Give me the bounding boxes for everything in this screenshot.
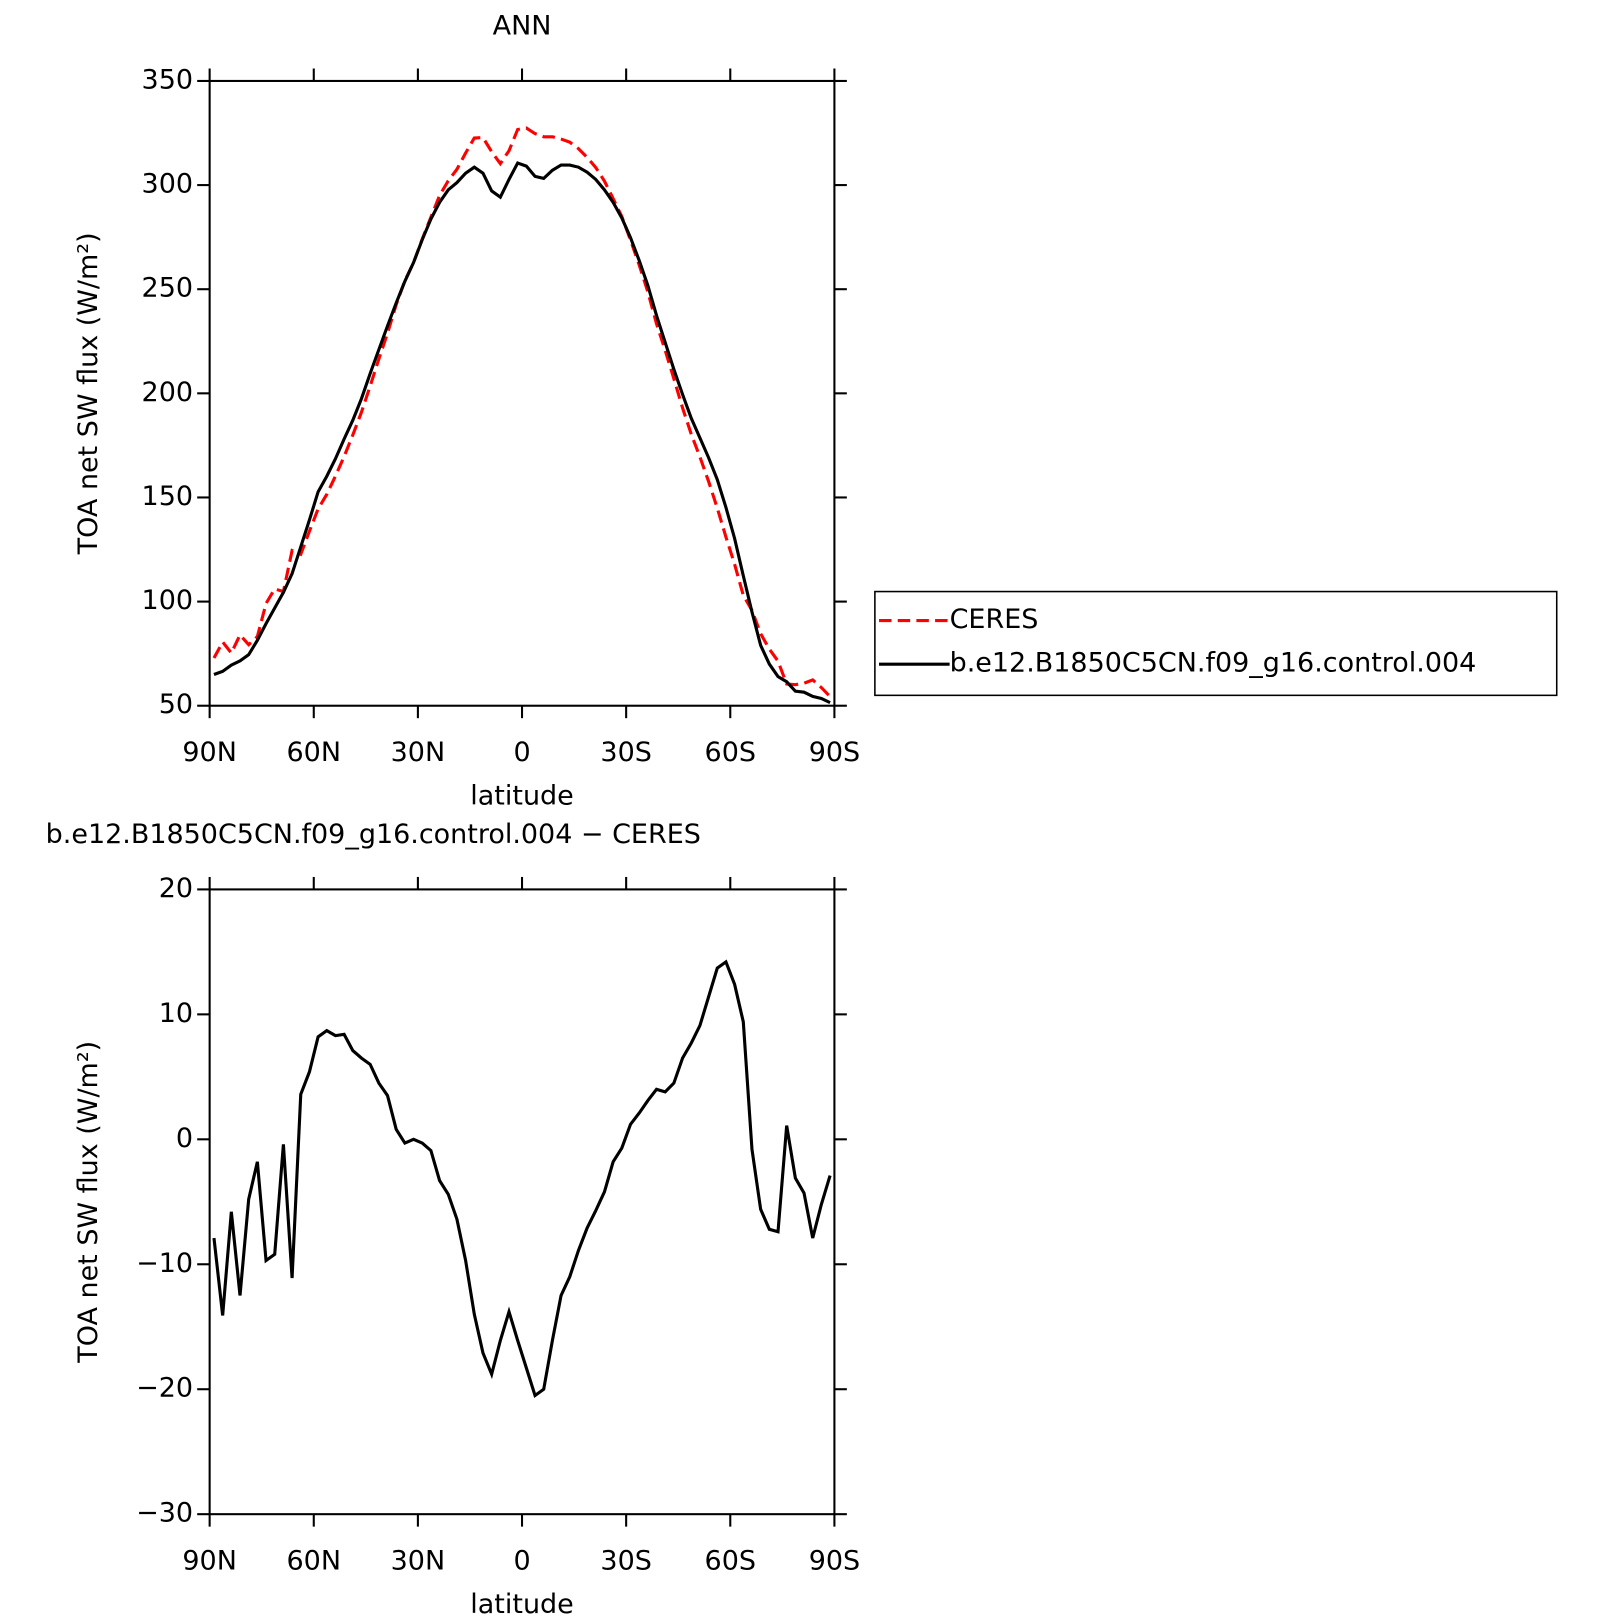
x-tick-label: 60S	[705, 737, 756, 768]
y-tick-label: −20	[136, 1373, 193, 1404]
plot-frame	[208, 888, 836, 1516]
y-tick-label: 10	[159, 998, 193, 1029]
y-tick-label: 50	[159, 689, 193, 720]
y-tick-label: 100	[142, 585, 193, 616]
y-axis-label: TOA net SW flux (W/m²)	[73, 1041, 104, 1364]
chart-title: b.e12.B1850C5CN.f09_g16.control.004 − CE…	[46, 819, 701, 850]
y-axis-label: TOA net SW flux (W/m²)	[73, 232, 104, 555]
x-tick-label: 0	[513, 737, 530, 768]
y-tick-label: 200	[142, 377, 193, 408]
y-tick-label: 150	[142, 481, 193, 512]
x-tick-label: 30N	[391, 737, 445, 768]
x-tick-label: 90S	[809, 737, 860, 768]
y-tick-label: −30	[136, 1498, 193, 1529]
y-tick-label: 250	[142, 273, 193, 304]
x-tick-label: 90N	[182, 1545, 237, 1576]
y-tick-label: 350	[142, 64, 193, 95]
x-tick-label: 30S	[600, 1545, 651, 1576]
chart-title: ANN	[493, 10, 552, 41]
data-line	[213, 161, 831, 704]
legend-box	[874, 590, 1558, 697]
x-axis-label: latitude	[470, 1589, 573, 1619]
data-line	[212, 959, 832, 1398]
x-axis-label: latitude	[470, 781, 573, 812]
x-tick-label: 60N	[287, 737, 342, 768]
x-tick-label: 90S	[809, 1545, 860, 1576]
x-tick-label: 0	[513, 1545, 530, 1576]
x-tick-label: 30N	[391, 1545, 445, 1576]
data-line	[212, 126, 832, 698]
y-tick-label: 300	[142, 169, 193, 200]
x-tick-label: 30S	[600, 737, 651, 768]
x-tick-label: 60S	[705, 1545, 756, 1576]
y-tick-label: −10	[136, 1248, 193, 1279]
y-tick-label: 0	[176, 1123, 193, 1154]
legend-label: b.e12.B1850C5CN.f09_g16.control.004	[950, 648, 1477, 679]
legend-label: CERES	[950, 604, 1039, 635]
x-tick-label: 90N	[182, 737, 237, 768]
x-tick-label: 60N	[287, 1545, 342, 1576]
plot-frame	[208, 79, 836, 707]
y-tick-label: 20	[159, 873, 193, 904]
